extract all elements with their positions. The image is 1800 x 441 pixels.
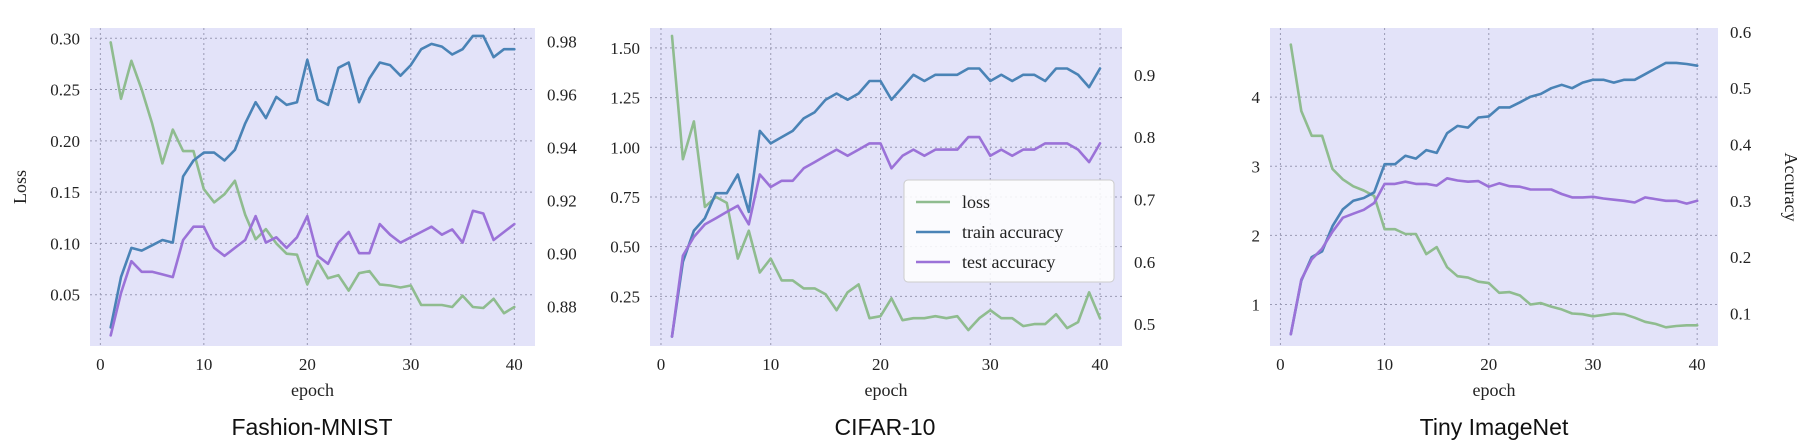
x-tick-label: 10 [1376,355,1393,374]
x-tick-label: 20 [872,355,889,374]
chart-title: Fashion-MNIST [231,414,392,440]
chart-panel-2: 0 10 20 30 40 0.25 0.50 0.75 1.00 1.25 1.50 0.5 0.6 0… [610,28,1156,440]
chart-title: CIFAR-10 [835,414,936,440]
legend: loss train accuracy test accuracy [903,179,1115,283]
y-right-tick-label: 0.2 [1730,248,1751,267]
y-right-tick-label: 0.9 [1134,66,1155,85]
x-tick-label: 40 [1092,355,1109,374]
y-right-tick-label: 0.94 [547,138,577,157]
x-tick-label: 40 [506,355,523,374]
x-tick-label: 40 [1689,355,1706,374]
series-line-loss [1289,43,1699,329]
legend-label-loss: loss [962,192,990,212]
series-line-train [670,67,1102,338]
y-left-tick-label: 0.20 [50,132,80,151]
y-right-tick-label: 0.3 [1730,192,1751,211]
legend-label-test: test accuracy [962,252,1055,272]
y-right-tick-label: 0.92 [547,191,577,210]
x-tick-label: 0 [96,355,105,374]
y-right-tick-label: 0.90 [547,244,577,263]
y-left-tick-label: 0.10 [50,234,80,253]
y-right-tick-label: 0.4 [1730,136,1752,155]
series-line-test [1289,177,1699,336]
x-axis-label: epoch [291,380,334,400]
x-tick-label: 10 [195,355,212,374]
series-line-train [109,34,516,329]
y-left-tick-label: 2 [1252,226,1261,245]
y-left-tick-label: 0.25 [610,287,640,306]
x-axis-label: epoch [865,380,908,400]
y-right-tick-label: 0.7 [1134,190,1156,209]
x-axis-label: epoch [1473,380,1516,400]
y-right-tick-label: 0.98 [547,32,577,51]
x-tick-label: 20 [299,355,316,374]
y-axis-label-right: Accuracy [1781,153,1800,222]
y-left-tick-label: 1.50 [610,39,640,58]
x-tick-label: 20 [1480,355,1497,374]
x-tick-label: 30 [1584,355,1601,374]
chart-panel-3: 0 10 20 30 40 1 2 3 4 0.1 0.2 0.3 0.4 0.5 0.6 epoch Accu… [1252,23,1800,440]
y-left-tick-label: 0.30 [50,29,80,48]
y-left-tick-label: 1.00 [610,138,640,157]
y-left-tick-label: 4 [1252,88,1261,107]
series-line-loss [109,41,516,315]
y-axis-label-left: Loss [10,170,30,204]
y-left-tick-label: 0.75 [610,188,640,207]
series-line-test [109,209,516,337]
x-tick-label: 0 [657,355,666,374]
chart-title: Tiny ImageNet [1420,414,1569,440]
y-left-tick-label: 3 [1252,157,1261,176]
x-tick-label: 30 [982,355,999,374]
x-tick-label: 0 [1276,355,1285,374]
y-right-tick-label: 0.88 [547,297,577,316]
series-line-train [1289,61,1699,336]
x-tick-label: 30 [402,355,419,374]
x-tick-label: 10 [762,355,779,374]
y-right-tick-label: 0.5 [1730,79,1751,98]
series-line-test [670,135,1102,338]
y-right-tick-label: 0.8 [1134,128,1155,147]
y-left-tick-label: 0.15 [50,183,80,202]
y-left-tick-label: 0.05 [50,286,80,305]
series-line-loss [670,34,1102,332]
y-left-tick-label: 1 [1252,296,1261,315]
y-left-tick-label: 0.50 [610,238,640,257]
y-right-tick-label: 0.1 [1730,304,1751,323]
y-left-tick-label: 1.25 [610,89,640,108]
y-right-tick-label: 0.6 [1134,253,1155,272]
legend-label-train: train accuracy [962,222,1063,242]
y-right-tick-label: 0.5 [1134,315,1155,334]
y-left-tick-label: 0.25 [50,81,80,100]
plot-area [1270,28,1718,346]
chart-panel-1: 0 10 20 30 40 0.05 0.10 0.15 0.20 0.25 0.30 0.88 0.9… [10,28,577,440]
y-right-tick-label: 0.96 [547,85,577,104]
y-right-tick-label: 0.6 [1730,23,1751,42]
legend-box [903,179,1115,283]
